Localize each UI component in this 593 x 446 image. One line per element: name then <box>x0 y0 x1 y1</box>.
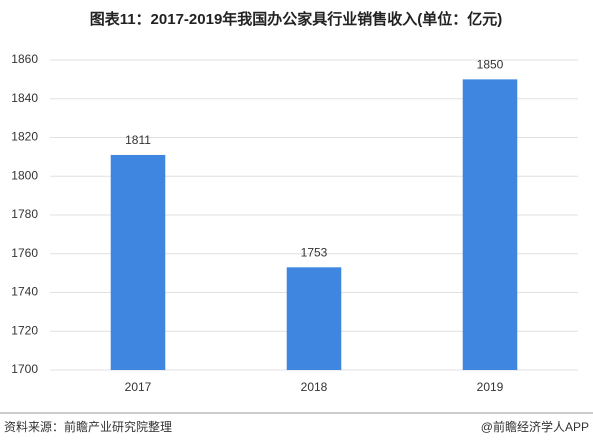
bar <box>110 154 166 370</box>
y-tick-label: 1720 <box>11 323 38 337</box>
y-tick-label: 1700 <box>11 362 38 376</box>
data-label: 1753 <box>301 245 328 259</box>
y-tick-label: 1840 <box>11 91 38 105</box>
y-tick-label: 1820 <box>11 130 38 144</box>
y-tick-label: 1860 <box>11 52 38 66</box>
y-tick-label: 1760 <box>11 246 38 260</box>
y-tick-label: 1800 <box>11 168 38 182</box>
source: 资料来源：前瞻产业研究院整理 <box>4 419 172 434</box>
chart-title: 图表11：2017-2019年我国办公家具行业销售收入(单位：亿元) <box>90 10 503 28</box>
y-tick-label: 1740 <box>11 285 38 299</box>
x-tick-label: 2019 <box>477 380 504 394</box>
x-tick-label: 2017 <box>125 380 152 394</box>
y-tick-label: 1780 <box>11 207 38 221</box>
credit: @前瞻经济学人APP <box>481 419 589 434</box>
bar <box>462 79 518 370</box>
data-label: 1811 <box>125 133 151 147</box>
x-tick-label: 2018 <box>301 380 328 394</box>
bar <box>286 267 342 370</box>
data-label: 1850 <box>477 58 504 72</box>
